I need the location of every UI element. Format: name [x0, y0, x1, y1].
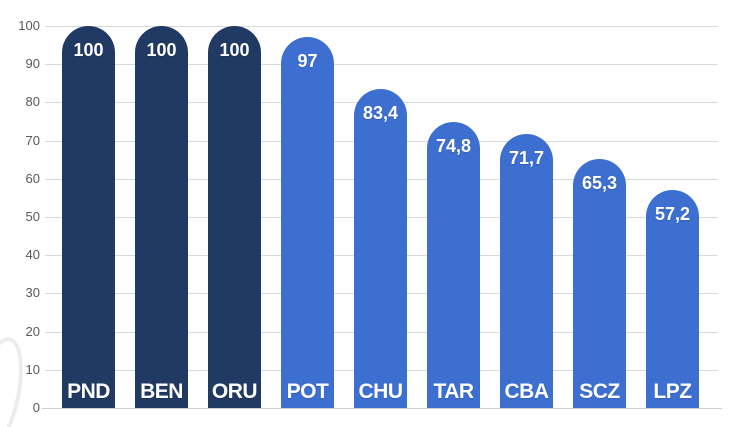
- bar-lpz: 57,2 LPZ: [646, 189, 699, 408]
- bar-tar: 74,8 TAR: [427, 122, 480, 408]
- y-tick-label: 0: [32, 400, 40, 415]
- y-tick-label: 80: [25, 94, 40, 110]
- bar-category-label: POT: [286, 380, 329, 403]
- bar-value-label: 57,2: [654, 203, 691, 224]
- gridline: [45, 64, 718, 66]
- y-tick-label: 50: [25, 209, 40, 224]
- bar-oru: 100 ORU: [208, 26, 261, 408]
- y-tick-label: 100: [18, 18, 40, 33]
- bar-value-label: 83,4: [362, 103, 399, 124]
- bar-category-label: LPZ: [653, 380, 692, 403]
- bar-value-label: 100: [219, 40, 250, 60]
- y-tick-label: 40: [25, 247, 40, 263]
- y-tick-label: 10: [25, 361, 40, 377]
- bar-category-label: BEN: [140, 380, 183, 403]
- y-tick-label: 70: [25, 132, 40, 148]
- bar-value-label: 65,3: [581, 172, 618, 193]
- bar-scz: 65,3 SCZ: [573, 158, 626, 408]
- gridline: [42, 408, 722, 409]
- y-tick-label: 60: [25, 170, 40, 186]
- bar-category-label: CBA: [504, 380, 550, 403]
- bar-category-label: PND: [67, 380, 110, 403]
- bar-value-label: 74,8: [435, 136, 472, 157]
- bar-pnd: 100 PND: [62, 26, 115, 408]
- gridline: [45, 26, 718, 27]
- bar-ben: 100 BEN: [135, 26, 188, 408]
- bar-value-label: 100: [73, 40, 104, 60]
- bar-category-label: SCZ: [579, 380, 620, 403]
- bar-value-label: 97: [297, 51, 318, 72]
- y-tick-label: 90: [25, 56, 40, 72]
- bar-value-label: 71,7: [508, 148, 545, 169]
- y-tick-label: 20: [25, 323, 40, 339]
- bar-cba: 71,7 CBA: [500, 134, 553, 408]
- bar-category-label: TAR: [433, 380, 474, 403]
- bar-category-label: CHU: [358, 380, 404, 403]
- bar-category-label: ORU: [211, 380, 258, 403]
- bar-pot: 97 POT: [281, 37, 334, 408]
- bar-value-label: 100: [146, 40, 177, 60]
- bar-chu: 83,4 CHU: [354, 89, 407, 408]
- y-tick-label: 30: [25, 285, 40, 301]
